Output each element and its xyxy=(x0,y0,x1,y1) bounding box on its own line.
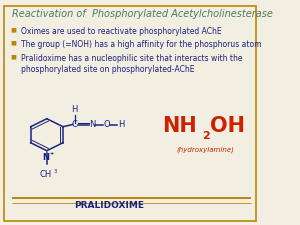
Text: (hydroxylamine): (hydroxylamine) xyxy=(176,147,234,153)
Text: Oximes are used to reactivate phosphorylated AChE: Oximes are used to reactivate phosphoryl… xyxy=(21,27,221,36)
Text: ■: ■ xyxy=(11,27,16,32)
Text: H: H xyxy=(118,120,125,129)
Text: N: N xyxy=(89,120,95,129)
Text: OH: OH xyxy=(210,116,245,136)
Text: CH: CH xyxy=(39,170,52,179)
Text: C: C xyxy=(72,120,78,129)
Text: H: H xyxy=(71,106,78,115)
Text: +: + xyxy=(50,151,53,156)
Text: Pralidoxime has a nucleophilic site that interacts with the
phosphorylated site : Pralidoxime has a nucleophilic site that… xyxy=(21,54,242,74)
Text: 3: 3 xyxy=(53,169,56,174)
Text: ■: ■ xyxy=(11,40,16,45)
Text: ■: ■ xyxy=(11,54,16,59)
Text: Reactivation of  Phosphorylated Acetylcholinesterase: Reactivation of Phosphorylated Acetylcho… xyxy=(12,9,273,19)
Text: PRALIDOXIME: PRALIDOXIME xyxy=(74,201,144,210)
Text: N: N xyxy=(42,153,49,162)
Text: The group (=NOH) has a high affinity for the phosphorus atom: The group (=NOH) has a high affinity for… xyxy=(21,40,261,49)
Text: NH: NH xyxy=(162,116,197,136)
Text: 2: 2 xyxy=(202,131,210,141)
Text: O: O xyxy=(103,120,110,129)
